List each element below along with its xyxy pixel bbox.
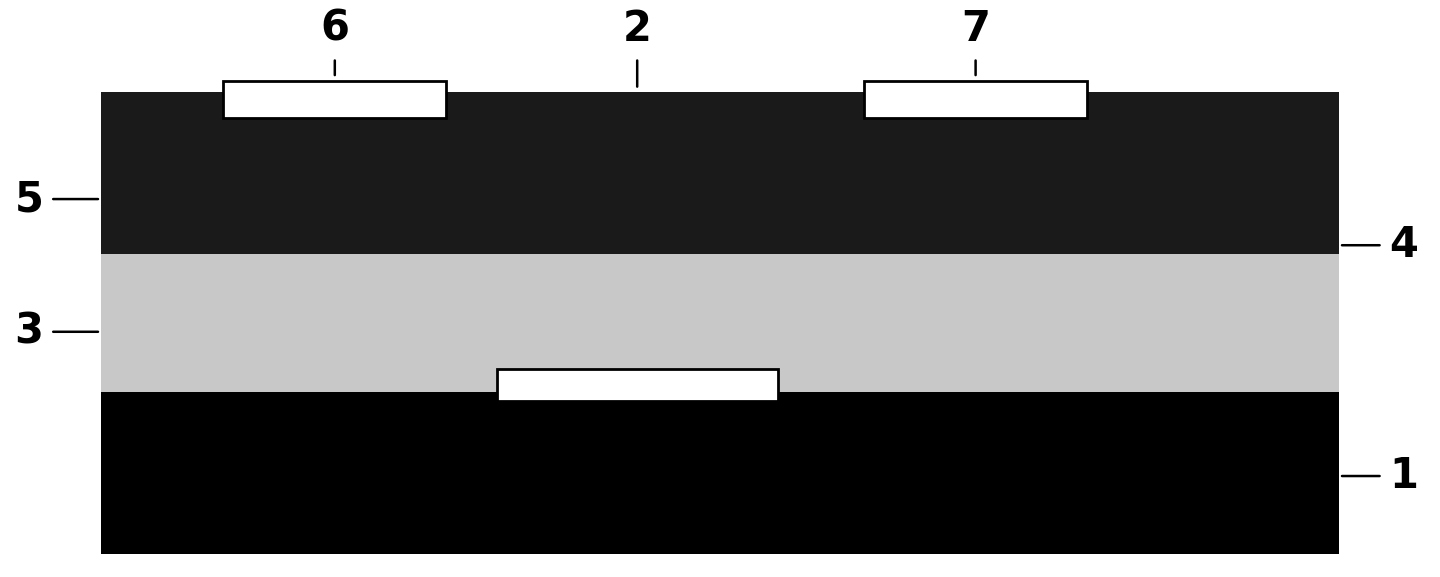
Bar xyxy=(497,369,778,401)
Text: 1: 1 xyxy=(1390,455,1418,497)
Text: 5: 5 xyxy=(14,178,43,220)
Text: 6: 6 xyxy=(320,8,350,50)
Bar xyxy=(101,92,1339,254)
Text: 3: 3 xyxy=(14,311,43,353)
Text: 4: 4 xyxy=(1390,224,1418,266)
Bar xyxy=(101,392,1339,554)
Bar xyxy=(101,254,1339,392)
Text: 2: 2 xyxy=(622,8,652,50)
Text: 7: 7 xyxy=(960,8,991,50)
Bar xyxy=(864,81,1087,118)
Bar xyxy=(223,81,446,118)
